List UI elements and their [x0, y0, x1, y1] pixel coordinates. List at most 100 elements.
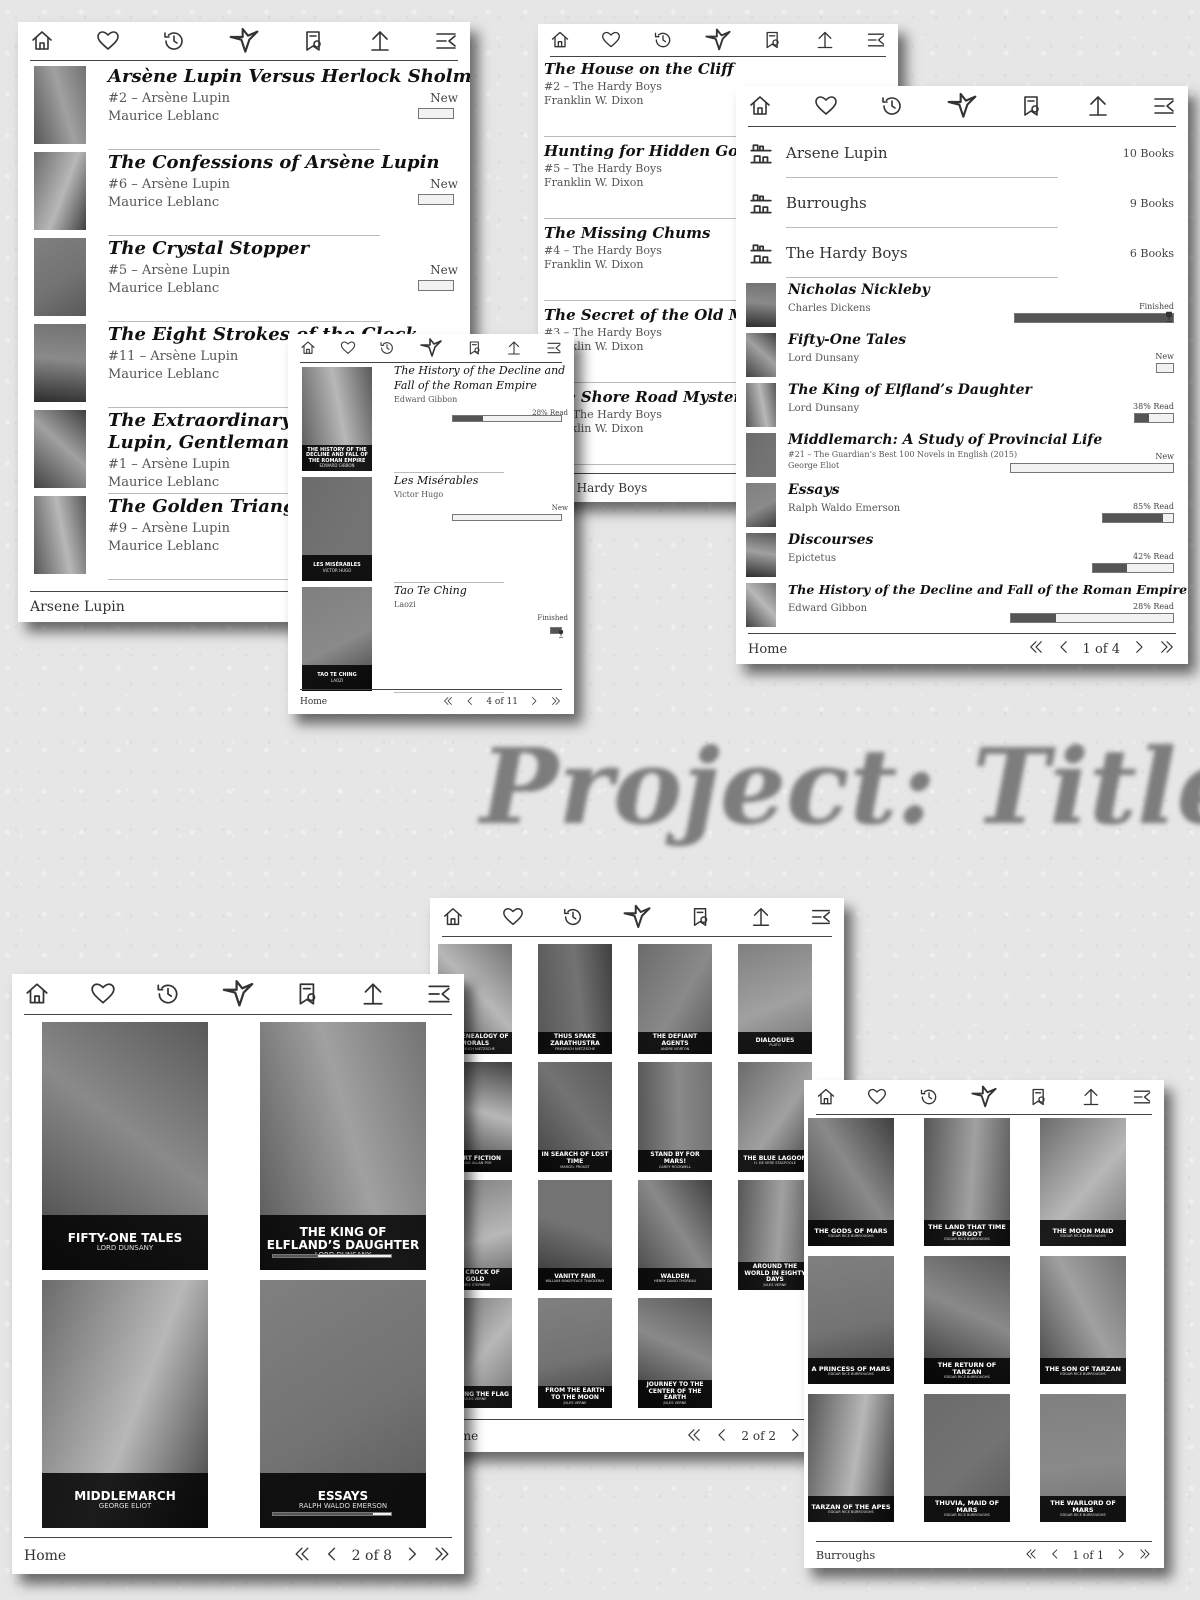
menu-button[interactable]	[434, 29, 458, 53]
book-cover[interactable]: JOURNEY TO THE CENTER OF THE EARTH JULES …	[638, 1298, 712, 1408]
book-cover[interactable]: ESSAYS RALPH WALDO EMERSON	[260, 1280, 426, 1528]
last-page-button[interactable]	[550, 695, 562, 710]
history-button[interactable]	[562, 906, 584, 928]
last-page-button[interactable]	[432, 1544, 452, 1568]
menu-button[interactable]	[426, 981, 452, 1007]
book-cover[interactable]: FROM THE EARTH TO THE MOON JULES VERNE	[538, 1298, 612, 1408]
next-page-button[interactable]	[402, 1544, 422, 1568]
book-cover[interactable]: THE LAND THAT TIME FORGOT EDGAR RICE BURR…	[924, 1118, 1010, 1246]
reading-list-button[interactable]	[467, 340, 483, 356]
history-button[interactable]	[379, 340, 395, 356]
book-cover[interactable]: THUS SPAKE ZARATHUSTRA FRIEDRICH NIETZSCH…	[538, 944, 612, 1054]
go-up-button[interactable]	[368, 29, 392, 53]
book-cover[interactable]: FIFTY-ONE TALES LORD DUNSANY	[42, 1022, 208, 1270]
favorites-button[interactable]	[340, 340, 356, 356]
list-item[interactable]: Middlemarch: A Study of Provincial Life #…	[736, 430, 1188, 480]
book-cover[interactable]: LES MISÉRABLES VICTOR HUGO	[302, 477, 372, 581]
book-cover[interactable]: DIALOGUES PLATO	[738, 944, 812, 1054]
list-item[interactable]: Fifty-One Tales Lord Dunsany New	[736, 330, 1188, 380]
home-button[interactable]	[550, 30, 570, 50]
go-up-button[interactable]	[506, 340, 522, 356]
list-item[interactable]: The Missing Chums #4 – The Hardy Boys Fran…	[538, 222, 898, 304]
reading-list-button[interactable]	[1029, 1087, 1049, 1107]
list-item[interactable]: Hunting for Hidden Gold #5 – The Hardy Bo…	[538, 140, 898, 222]
book-cover[interactable]: THE BLUE LAGOON H. DE VERE STACPOOLE	[738, 1062, 812, 1172]
collection-row[interactable]: Burroughs 9 Books	[736, 180, 1188, 230]
home-button[interactable]	[748, 94, 772, 118]
prev-page-button[interactable]	[464, 695, 476, 710]
prev-page-button[interactable]	[322, 1544, 342, 1568]
reading-list-button[interactable]	[763, 30, 783, 50]
prev-page-button[interactable]	[713, 1426, 731, 1447]
next-page-button[interactable]	[528, 695, 540, 710]
next-page-button[interactable]	[786, 1426, 804, 1447]
first-page-button[interactable]	[292, 1544, 312, 1568]
favorites-button[interactable]	[601, 30, 621, 50]
book-cover[interactable]: THE HISTORY OF THE DECLINE AND FALL OF T…	[302, 367, 372, 471]
history-button[interactable]	[653, 30, 673, 50]
list-item[interactable]: The Secret of the Old Mill #3 – The Hardy…	[538, 304, 898, 386]
home-button[interactable]	[30, 29, 54, 53]
list-item[interactable]: The Golden Triangle #9 – Arsène Lupin Maur…	[18, 494, 470, 580]
book-cover[interactable]	[746, 333, 776, 377]
page-indicator[interactable]: 1 of 1	[1072, 1548, 1104, 1562]
home-button[interactable]	[816, 1087, 836, 1107]
history-button[interactable]	[155, 981, 181, 1007]
list-item[interactable]: The Confessions of Arsène Lupin #6 – Arsè…	[18, 150, 470, 236]
favorites-button[interactable]	[90, 981, 116, 1007]
list-item[interactable]: TAO TE CHING LAOZI Tao Te Ching Laozi Finish…	[288, 584, 574, 694]
list-item[interactable]: The Crystal Stopper #5 – Arsène Lupin Maur…	[18, 236, 470, 322]
favorites-button[interactable]	[867, 1087, 887, 1107]
list-item[interactable]: The House on the Cliff #2 – The Hardy Boy…	[538, 58, 898, 140]
list-item[interactable]: The History of the Decline and Fall of t…	[736, 580, 1188, 630]
book-cover[interactable]	[746, 483, 776, 527]
book-cover[interactable]: THE KING OF ELFLAND’S DAUGHTERLORD DUNSA…	[260, 1022, 426, 1270]
last-page-button[interactable]	[1138, 1547, 1152, 1564]
next-page-button[interactable]	[1114, 1547, 1128, 1564]
book-cover[interactable]: IN SEARCH OF LOST TIME MARCEL PROUST	[538, 1062, 612, 1172]
go-up-button[interactable]	[815, 30, 835, 50]
next-page-button[interactable]	[1130, 638, 1148, 660]
go-up-button[interactable]	[1081, 1087, 1101, 1107]
page-indicator[interactable]: 2 of 2	[741, 1429, 776, 1443]
book-cover[interactable]	[34, 496, 86, 574]
book-cover[interactable]: THE DEFIANT AGENTS ANDRE NORTON	[638, 944, 712, 1054]
book-cover[interactable]	[34, 410, 86, 488]
book-cover[interactable]: THE MOON MAID EDGAR RICE BURROUGHS	[1040, 1118, 1126, 1246]
book-cover[interactable]	[34, 238, 86, 316]
book-cover[interactable]	[34, 152, 86, 230]
book-cover[interactable]: THE WARLORD OF MARS EDGAR RICE BURROUGHS	[1040, 1394, 1126, 1522]
reading-list-button[interactable]	[1020, 94, 1044, 118]
list-item[interactable]: THE HISTORY OF THE DECLINE AND FALL OF T…	[288, 364, 574, 474]
go-up-button[interactable]	[360, 981, 386, 1007]
first-page-button[interactable]	[1024, 1547, 1038, 1564]
menu-button[interactable]	[546, 340, 562, 356]
list-item[interactable]: The King of Elfland’s Daughter Lord Dunsa…	[736, 380, 1188, 430]
home-button[interactable]	[24, 981, 50, 1007]
menu-button[interactable]	[1152, 94, 1176, 118]
book-cover[interactable]	[34, 324, 86, 402]
book-cover[interactable]: THUVIA, MAID OF MARS EDGAR RICE BURROUGHS	[924, 1394, 1010, 1522]
go-up-button[interactable]	[750, 906, 772, 928]
history-button[interactable]	[919, 1087, 939, 1107]
page-indicator[interactable]: 2 of 8	[351, 1548, 392, 1564]
reading-list-button[interactable]	[295, 981, 321, 1007]
collection-row[interactable]: Arsene Lupin 10 Books	[736, 130, 1188, 180]
home-button[interactable]	[300, 340, 316, 356]
list-item[interactable]: Arsène Lupin Versus Herlock Sholmes #2 – …	[18, 64, 470, 150]
reading-list-button[interactable]	[690, 906, 712, 928]
go-up-button[interactable]	[1086, 94, 1110, 118]
reading-list-button[interactable]	[302, 29, 326, 53]
book-cover[interactable]: STAND BY FOR MARS! CAREY ROCKWELL	[638, 1062, 712, 1172]
book-cover[interactable]: WALDEN HENRY DAVID THOREAU	[638, 1180, 712, 1290]
book-cover[interactable]	[746, 533, 776, 577]
home-button[interactable]	[442, 906, 464, 928]
favorites-button[interactable]	[96, 29, 120, 53]
prev-page-button[interactable]	[1048, 1547, 1062, 1564]
book-cover[interactable]: THE SON OF TARZAN EDGAR RICE BURROUGHS	[1040, 1256, 1126, 1384]
book-cover[interactable]	[746, 383, 776, 427]
favorites-button[interactable]	[814, 94, 838, 118]
last-page-button[interactable]	[1158, 638, 1176, 660]
prev-page-button[interactable]	[1055, 638, 1073, 660]
book-cover[interactable]: TAO TE CHING LAOZI	[302, 587, 372, 691]
